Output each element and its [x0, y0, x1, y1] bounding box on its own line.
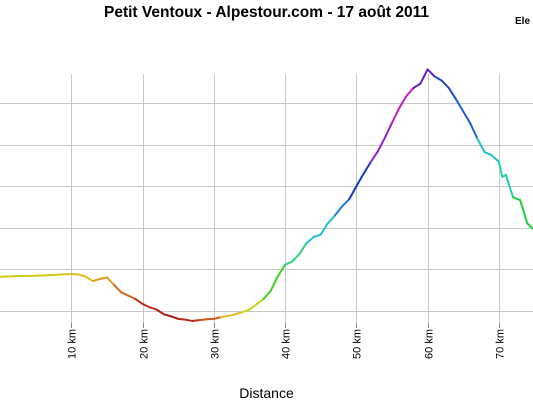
elevation-segment	[385, 123, 392, 138]
elevation-segment	[413, 84, 420, 89]
elevation-segment	[321, 223, 328, 234]
x-axis-label: Distance	[0, 385, 533, 401]
elevation-segment	[185, 320, 192, 321]
x-tick-label: 50 km	[352, 329, 364, 359]
elevation-segment	[271, 276, 278, 291]
x-tick-label: 10 km	[67, 329, 79, 359]
elevation-segment	[527, 223, 533, 228]
elevation-segment	[513, 197, 520, 200]
elevation-segment	[349, 186, 356, 199]
elevation-segment	[257, 299, 264, 304]
elevation-segment	[363, 162, 370, 174]
elevation-segment	[470, 123, 477, 138]
elevation-series	[0, 69, 533, 320]
elevation-segment	[342, 199, 349, 206]
elevation-segment	[449, 88, 456, 99]
elevation-segment	[78, 274, 85, 276]
elevation-segment	[299, 243, 306, 254]
grid-layer	[0, 74, 533, 328]
elevation-segment	[278, 265, 285, 276]
elevation-segment	[399, 96, 406, 108]
x-tick-label: 60 km	[424, 329, 436, 359]
elevation-segment	[171, 316, 178, 318]
elevation-segment	[456, 99, 463, 111]
elevation-segment	[192, 320, 199, 321]
elevation-segment	[371, 152, 378, 163]
elevation-segment	[356, 174, 363, 186]
elevation-segment	[36, 274, 72, 276]
x-tick-label: 30 km	[210, 329, 222, 359]
elevation-segment	[107, 277, 114, 284]
elevation-segment	[520, 200, 527, 223]
elevation-segment	[157, 310, 164, 315]
elevation-segment	[285, 262, 292, 265]
elevation-segment	[306, 237, 313, 243]
elevation-segment	[442, 81, 449, 88]
elevation-segment	[406, 88, 413, 96]
elevation-segment	[235, 312, 242, 314]
x-tick-label: 70 km	[495, 329, 507, 359]
elevation-segment	[314, 235, 321, 237]
elevation-segment	[135, 299, 142, 304]
elevation-segment	[420, 69, 427, 83]
elevation-segment	[492, 155, 499, 161]
elevation-segment	[93, 279, 100, 281]
elevation-segment	[485, 152, 492, 155]
elevation-segment	[100, 277, 107, 279]
elevation-segment	[178, 319, 185, 320]
elevation-segment	[114, 285, 121, 292]
elevation-segment	[463, 111, 470, 123]
elevation-segment	[221, 316, 228, 317]
x-tick-label: 20 km	[139, 329, 151, 359]
elevation-segment	[228, 314, 235, 316]
elevation-segment	[292, 254, 299, 261]
elevation-segment	[150, 307, 157, 309]
elevation-segment	[249, 304, 256, 309]
x-tick-labels: 10 km 20 km 30 km 40 km 50 km 60 km 70 km	[67, 329, 507, 359]
elevation-segment	[264, 291, 271, 299]
elevation-segment	[86, 277, 93, 282]
elevation-segment	[378, 138, 385, 152]
elevation-segment	[121, 292, 128, 295]
elevation-segment	[328, 216, 335, 224]
elevation-segment	[200, 319, 207, 320]
elevation-segment	[0, 276, 14, 277]
elevation-segment	[392, 108, 399, 123]
elevation-segment	[335, 206, 342, 215]
x-tick-label: 40 km	[281, 329, 293, 359]
elevation-segment	[164, 314, 171, 316]
elevation-segment	[128, 296, 135, 299]
elevation-segment	[435, 76, 442, 80]
